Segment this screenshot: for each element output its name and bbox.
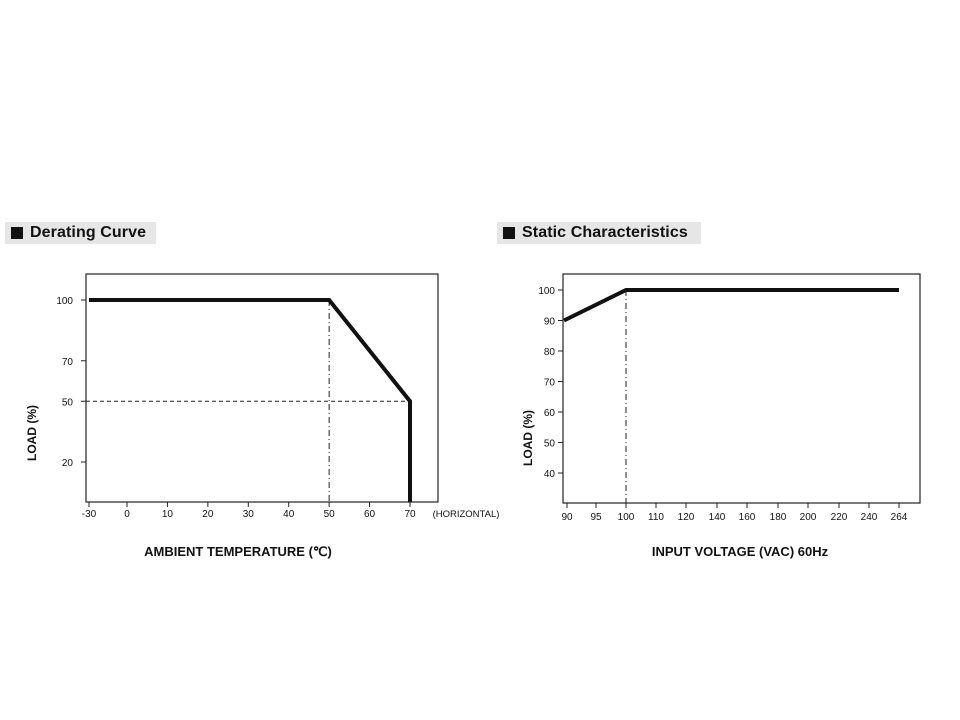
static-x-tick-label: 110 xyxy=(648,512,664,523)
derating-x-tick-label: 60 xyxy=(364,509,376,520)
derating-x-tick-label: 70 xyxy=(404,509,416,520)
derating-x-tick-label: 40 xyxy=(283,509,295,520)
derating-x-tick-label: 20 xyxy=(202,509,214,520)
square-bullet-icon xyxy=(503,227,515,239)
derating-y-tick-label: 70 xyxy=(62,357,74,368)
static-x-axis-title: INPUT VOLTAGE (VAC) 60Hz xyxy=(652,544,829,559)
static-y-tick-label: 70 xyxy=(544,378,556,389)
static-x-tick-label: 180 xyxy=(770,512,787,523)
derating-x-tick-label: 10 xyxy=(162,509,174,520)
static-x-tick-label: 90 xyxy=(561,512,573,523)
static-x-tick-label: 95 xyxy=(590,512,602,523)
static-x-tick-label: 140 xyxy=(709,512,726,523)
static-x-tick-label: 160 xyxy=(739,512,756,523)
derating-x-tick-label: 30 xyxy=(243,509,255,520)
static-x-tick-label: 100 xyxy=(618,512,635,523)
static-x-tick-label: 220 xyxy=(831,512,848,523)
static-y-tick-label: 40 xyxy=(544,469,556,480)
static-characteristics-title: Static Characteristics xyxy=(522,224,688,241)
derating-curve-title: Derating Curve xyxy=(30,224,147,241)
derating-x-axis-title: AMBIENT TEMPERATURE (℃) xyxy=(144,544,332,559)
derating-y-tick-label: 20 xyxy=(62,458,74,469)
static-x-tick-label: 264 xyxy=(891,512,908,523)
derating-x-tick-label: 50 xyxy=(324,509,336,520)
static-y-tick-label: 80 xyxy=(544,347,556,358)
static-y-tick-label: 50 xyxy=(544,439,556,450)
derating-y-tick-label: 100 xyxy=(56,296,73,307)
static-y-tick-label: 60 xyxy=(544,408,556,419)
static-x-tick-label: 200 xyxy=(800,512,817,523)
static-x-tick-label: 120 xyxy=(678,512,695,523)
static-y-axis-title: LOAD (%) xyxy=(521,410,535,466)
derating-y-axis-title: LOAD (%) xyxy=(25,405,39,461)
derating-plot-frame xyxy=(85,273,439,503)
derating-y-tick-label: 50 xyxy=(62,397,74,408)
static-plot-frame xyxy=(562,273,921,504)
static-series-line xyxy=(563,288,899,323)
static-characteristics-header: Static Characteristics xyxy=(497,222,701,244)
static-y-tick-label: 90 xyxy=(544,317,556,328)
static-y-tick-label: 100 xyxy=(538,286,555,297)
derating-curve-header: Derating Curve xyxy=(5,222,156,244)
derating-x-tick-label: -30 xyxy=(82,509,97,520)
derating-x-tick-label: 0 xyxy=(124,509,130,520)
derating-x-note: (HORIZONTAL) xyxy=(433,509,500,520)
square-bullet-icon xyxy=(11,227,23,239)
derating-series-line xyxy=(89,298,412,502)
static-x-tick-label: 240 xyxy=(861,512,878,523)
